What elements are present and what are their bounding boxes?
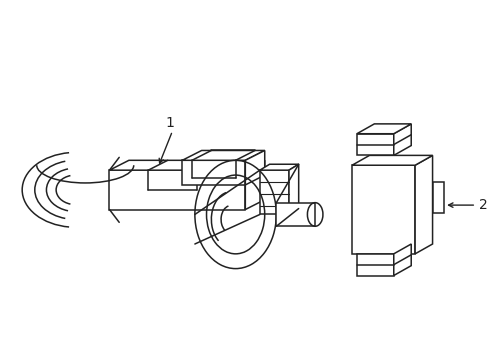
Bar xyxy=(432,182,443,213)
Polygon shape xyxy=(356,124,410,134)
Bar xyxy=(276,203,315,226)
Polygon shape xyxy=(259,164,298,170)
Polygon shape xyxy=(356,254,393,275)
Polygon shape xyxy=(109,160,264,170)
Polygon shape xyxy=(356,134,393,156)
Polygon shape xyxy=(109,170,245,210)
Polygon shape xyxy=(245,150,264,185)
Text: 1: 1 xyxy=(165,116,174,130)
Polygon shape xyxy=(182,160,245,185)
Polygon shape xyxy=(259,170,288,215)
Polygon shape xyxy=(414,156,432,254)
Polygon shape xyxy=(351,156,432,165)
Polygon shape xyxy=(288,164,298,215)
Polygon shape xyxy=(351,165,414,254)
Polygon shape xyxy=(393,244,410,275)
Polygon shape xyxy=(393,124,410,156)
Text: 2: 2 xyxy=(478,198,487,212)
Polygon shape xyxy=(245,160,264,210)
Polygon shape xyxy=(182,150,264,160)
